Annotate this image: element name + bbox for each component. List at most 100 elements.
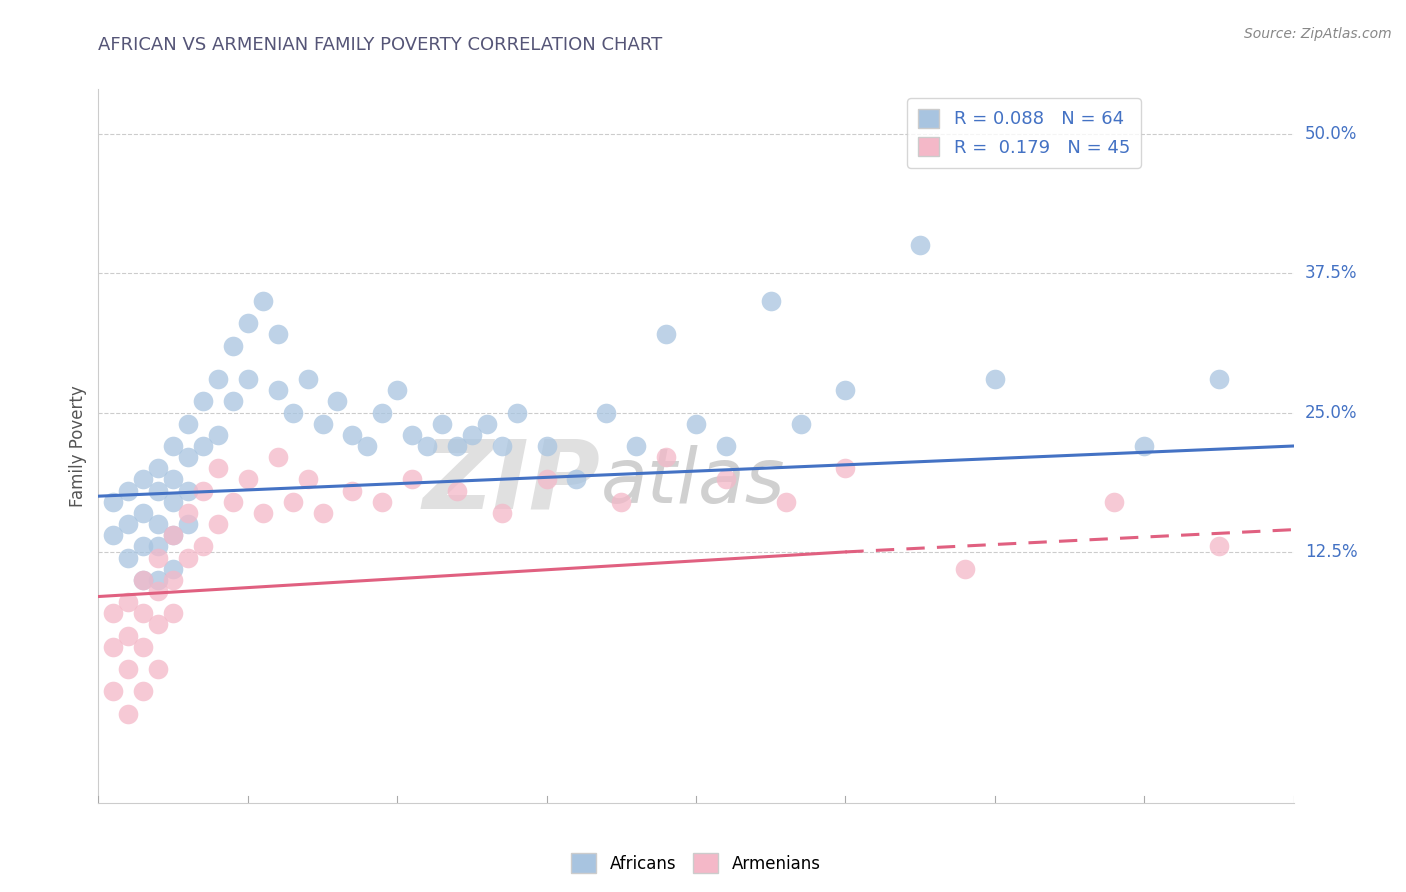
Point <box>565 473 588 487</box>
Point <box>177 417 200 431</box>
Point <box>1133 439 1156 453</box>
Point <box>610 494 633 508</box>
Point <box>177 483 200 498</box>
Point <box>430 417 453 431</box>
Point <box>416 439 439 453</box>
Point <box>222 494 245 508</box>
Point <box>475 417 498 431</box>
Text: AFRICAN VS ARMENIAN FAMILY POVERTY CORRELATION CHART: AFRICAN VS ARMENIAN FAMILY POVERTY CORRE… <box>98 36 662 54</box>
Point <box>491 506 513 520</box>
Point <box>148 617 170 632</box>
Point <box>207 372 229 386</box>
Point <box>148 584 170 599</box>
Point <box>714 473 737 487</box>
Point <box>132 573 155 587</box>
Point <box>132 539 155 553</box>
Point <box>162 494 184 508</box>
Point <box>775 494 797 508</box>
Point <box>267 450 290 465</box>
Point <box>222 339 245 353</box>
Point <box>117 517 139 532</box>
Point <box>117 550 139 565</box>
Point <box>132 506 155 520</box>
Point <box>207 461 229 475</box>
Legend: Africans, Armenians: Africans, Armenians <box>565 847 827 880</box>
Point <box>162 473 184 487</box>
Point <box>148 662 170 676</box>
Point <box>132 573 155 587</box>
Point <box>834 461 856 475</box>
Point <box>132 607 155 621</box>
Point <box>789 417 811 431</box>
Point <box>401 473 423 487</box>
Point <box>132 640 155 654</box>
Point <box>281 405 304 420</box>
Point <box>714 439 737 453</box>
Point <box>252 293 274 308</box>
Point <box>103 607 125 621</box>
Point <box>177 450 200 465</box>
Point <box>356 439 378 453</box>
Point <box>759 293 782 308</box>
Point <box>281 494 304 508</box>
Point <box>371 494 394 508</box>
Point <box>148 483 170 498</box>
Point <box>236 316 259 330</box>
Point <box>252 506 274 520</box>
Point <box>1208 539 1230 553</box>
Point <box>191 439 214 453</box>
Text: 37.5%: 37.5% <box>1305 264 1357 282</box>
Point <box>624 439 647 453</box>
Point <box>162 573 184 587</box>
Point <box>117 628 139 642</box>
Point <box>162 439 184 453</box>
Point <box>953 562 976 576</box>
Point <box>117 662 139 676</box>
Point <box>834 384 856 398</box>
Point <box>491 439 513 453</box>
Text: 50.0%: 50.0% <box>1305 125 1357 143</box>
Point <box>148 573 170 587</box>
Point <box>446 439 468 453</box>
Text: ZIP: ZIP <box>422 435 600 528</box>
Point <box>117 706 139 721</box>
Point <box>191 483 214 498</box>
Point <box>385 384 409 398</box>
Point <box>1208 372 1230 386</box>
Point <box>342 483 364 498</box>
Point <box>297 473 319 487</box>
Point <box>191 539 214 553</box>
Point <box>177 517 200 532</box>
Point <box>148 517 170 532</box>
Point <box>536 439 558 453</box>
Y-axis label: Family Poverty: Family Poverty <box>69 385 87 507</box>
Point <box>267 384 290 398</box>
Point <box>236 372 259 386</box>
Point <box>103 684 125 698</box>
Point <box>401 428 423 442</box>
Point <box>162 607 184 621</box>
Point <box>311 506 333 520</box>
Point <box>342 428 364 442</box>
Point <box>207 517 229 532</box>
Text: Source: ZipAtlas.com: Source: ZipAtlas.com <box>1244 27 1392 41</box>
Point <box>177 506 200 520</box>
Point <box>148 539 170 553</box>
Point <box>461 428 484 442</box>
Point <box>1104 494 1126 508</box>
Point <box>162 528 184 542</box>
Point <box>177 550 200 565</box>
Point <box>117 483 139 498</box>
Point <box>148 461 170 475</box>
Text: 12.5%: 12.5% <box>1305 543 1357 561</box>
Point <box>908 238 931 252</box>
Point <box>162 528 184 542</box>
Point <box>103 528 125 542</box>
Point <box>371 405 394 420</box>
Point <box>655 327 678 342</box>
Point <box>685 417 707 431</box>
Point <box>506 405 529 420</box>
Point <box>191 394 214 409</box>
Point <box>162 562 184 576</box>
Point <box>103 640 125 654</box>
